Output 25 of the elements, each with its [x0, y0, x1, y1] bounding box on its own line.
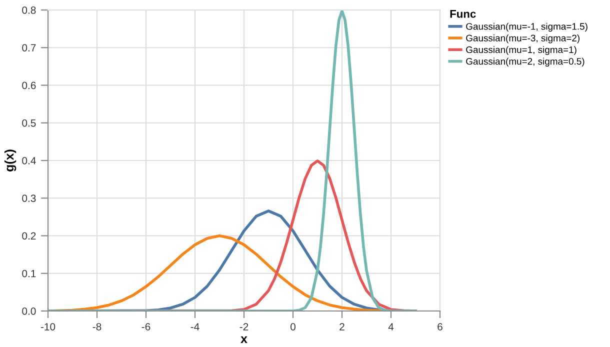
legend-label: Gaussian(mu=-3, sigma=2): [466, 34, 580, 44]
y-tick-label: 0.6: [22, 82, 36, 90]
legend-label: Gaussian(mu=-1, sigma=1.5): [466, 22, 588, 32]
y-tick-label: 0.2: [22, 232, 36, 240]
y-tick-label: 0.7: [22, 44, 36, 52]
y-axis-title: g(x): [4, 150, 16, 172]
y-tick-label: 0.5: [22, 119, 36, 127]
x-tick-label: 6: [438, 323, 442, 330]
x-tick-label: -2: [240, 323, 248, 330]
x-axis-title: x: [240, 336, 248, 343]
x-tick-label: -4: [190, 323, 200, 330]
x-tick-label: -6: [142, 323, 150, 330]
y-tick-label: 0.1: [22, 270, 36, 278]
legend-title: Func: [450, 10, 476, 18]
y-tick-label: 0.4: [22, 157, 36, 164]
y-tick-label: 0.0: [22, 308, 36, 315]
x-tick-label: 0: [290, 323, 296, 330]
x-tick-label: 2: [340, 323, 344, 330]
legend-label: Gaussian(mu=1, sigma=1): [466, 46, 576, 55]
x-tick-label: 4: [388, 323, 394, 330]
x-tick-label: -10: [40, 323, 56, 330]
legend-label: Gaussian(mu=2, sigma=0.5): [466, 58, 584, 67]
y-tick-label: 0.8: [22, 6, 36, 14]
x-tick-label: -8: [92, 323, 102, 330]
y-tick-label: 0.3: [22, 194, 36, 202]
